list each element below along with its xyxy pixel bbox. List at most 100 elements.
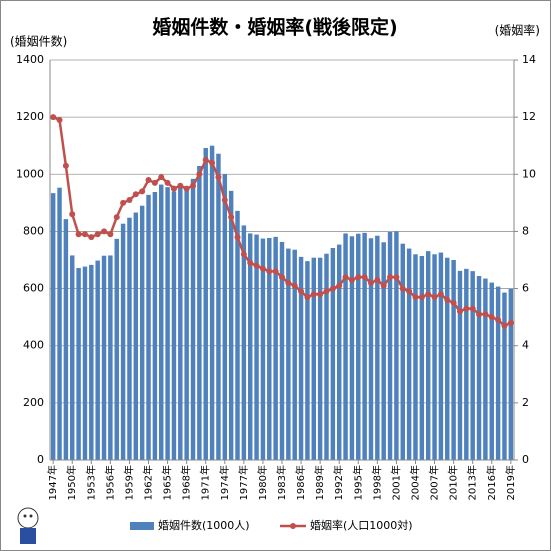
bar <box>349 236 355 460</box>
line-marker <box>50 114 57 121</box>
x-tick-label: 1947年 <box>46 465 59 500</box>
bar <box>127 217 132 460</box>
bar <box>89 264 94 460</box>
bar <box>254 234 259 460</box>
y2-tick-label: 12 <box>522 110 536 123</box>
line-marker <box>329 285 336 292</box>
chart-title: 婚姻件数・婚姻率(戦後限定) <box>152 16 397 39</box>
line-marker <box>145 177 152 183</box>
bar <box>209 145 215 460</box>
line-marker <box>361 274 368 281</box>
line-marker <box>507 319 514 326</box>
y-axis-title: (婚姻件数) <box>10 34 67 49</box>
bar <box>171 191 177 460</box>
bar <box>489 282 494 460</box>
bar <box>476 276 482 460</box>
bar <box>197 166 202 460</box>
line-marker <box>190 182 197 189</box>
line-marker <box>304 294 311 301</box>
bar <box>368 238 374 460</box>
bar <box>483 278 488 460</box>
line-marker <box>469 305 476 312</box>
legend-marker <box>290 523 296 529</box>
line-marker <box>342 274 349 281</box>
x-tick-label: 1986年 <box>294 465 307 500</box>
line-marker <box>431 294 438 301</box>
line-marker <box>323 288 330 295</box>
x-tick-label: 1995年 <box>351 465 364 500</box>
line-marker <box>94 231 101 238</box>
bar <box>165 187 170 460</box>
x-tick-label: 1962年 <box>142 465 155 500</box>
line-marker <box>501 322 508 329</box>
line-marker <box>482 311 489 318</box>
line-marker <box>139 188 146 195</box>
y2-tick-label: 2 <box>522 396 529 409</box>
line-marker <box>177 182 184 189</box>
line-marker <box>412 294 419 301</box>
line-marker <box>196 171 203 178</box>
bar <box>432 254 437 460</box>
bar <box>159 184 164 461</box>
y-tick-label: 1000 <box>16 167 44 180</box>
bar <box>120 223 126 460</box>
mascot <box>17 507 39 544</box>
bar <box>502 292 507 460</box>
line-marker <box>183 185 190 192</box>
bar <box>356 233 361 460</box>
bar <box>184 186 189 461</box>
line-marker <box>450 299 457 306</box>
bar <box>273 236 278 460</box>
line-marker <box>151 179 158 186</box>
x-tick-label: 1983年 <box>275 465 288 500</box>
line-marker <box>367 279 374 286</box>
line-marker <box>56 117 63 123</box>
line-marker <box>285 279 292 286</box>
y2-tick-label: 10 <box>522 167 536 180</box>
x-tick-label: 2001年 <box>389 465 402 500</box>
bar <box>445 257 450 460</box>
y2-tick-label: 4 <box>522 339 529 352</box>
bar <box>375 235 380 460</box>
line-marker <box>463 305 470 312</box>
legend-label: 婚姻率(人口1000対) <box>310 518 413 532</box>
bar <box>203 148 208 460</box>
bar <box>286 248 291 460</box>
line-marker <box>113 214 120 221</box>
line-marker <box>266 268 273 275</box>
line-marker <box>234 234 241 241</box>
bar <box>247 233 253 460</box>
line-marker <box>81 231 88 238</box>
line-marker <box>170 185 177 192</box>
line-marker <box>380 282 387 289</box>
bar <box>222 174 228 460</box>
line-marker <box>336 282 343 289</box>
bar <box>343 233 348 460</box>
line-marker <box>164 179 171 186</box>
bar <box>495 286 501 460</box>
bar <box>324 253 329 460</box>
line-marker <box>88 234 95 241</box>
x-tick-label: 1959年 <box>122 465 135 500</box>
line-marker <box>317 291 324 298</box>
y2-tick-label: 6 <box>522 282 529 295</box>
bar <box>464 268 469 460</box>
x-tick-label: 2016年 <box>485 465 498 500</box>
line-marker <box>495 317 502 323</box>
bar <box>362 232 367 460</box>
line-marker <box>158 174 165 181</box>
x-tick-label: 1950年 <box>65 465 78 500</box>
line-marker <box>387 274 394 281</box>
x-tick-label: 2007年 <box>428 465 441 500</box>
bar <box>457 270 463 460</box>
x-tick-label: 1977年 <box>237 465 250 500</box>
line-marker <box>406 288 413 295</box>
bar <box>470 271 475 460</box>
bar <box>311 257 317 460</box>
line-marker <box>425 291 432 298</box>
bar <box>108 255 113 460</box>
line-marker <box>107 231 114 238</box>
x-tick-label: 1953年 <box>84 465 97 500</box>
line-marker <box>476 311 483 318</box>
